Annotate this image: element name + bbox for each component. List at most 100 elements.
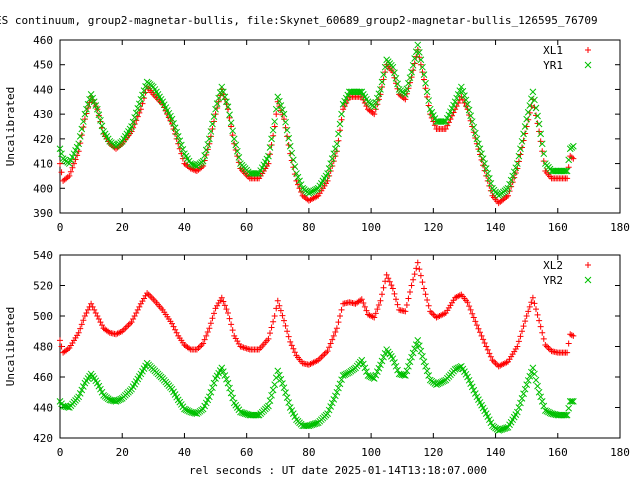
data-point bbox=[570, 332, 577, 339]
data-point bbox=[335, 130, 342, 138]
data-point bbox=[363, 103, 370, 110]
data-point bbox=[442, 125, 449, 132]
data-point bbox=[211, 118, 217, 125]
data-point bbox=[405, 79, 412, 87]
data-point bbox=[389, 355, 397, 363]
data-point bbox=[417, 272, 424, 279]
data-point bbox=[468, 383, 476, 391]
data-point bbox=[330, 332, 337, 339]
data-point bbox=[326, 344, 333, 351]
data-point bbox=[91, 100, 98, 107]
data-point bbox=[123, 323, 130, 330]
data-point bbox=[205, 393, 213, 401]
data-point bbox=[57, 337, 63, 344]
data-point bbox=[218, 294, 225, 301]
data-point bbox=[193, 346, 200, 353]
data-point bbox=[81, 116, 88, 123]
data-point bbox=[318, 354, 325, 361]
x-tick-label: 160 bbox=[548, 446, 568, 459]
data-point bbox=[525, 308, 532, 315]
data-point bbox=[534, 311, 541, 318]
data-point bbox=[528, 299, 535, 306]
data-point bbox=[242, 345, 249, 352]
data-point bbox=[331, 145, 339, 153]
data-point bbox=[466, 303, 473, 310]
data-point bbox=[457, 83, 465, 91]
data-point bbox=[539, 148, 546, 155]
y-tick-label: 390 bbox=[33, 207, 53, 220]
data-point bbox=[416, 266, 423, 273]
data-point bbox=[81, 110, 89, 118]
data-point bbox=[276, 302, 283, 309]
data-point bbox=[280, 384, 288, 392]
data-point bbox=[289, 156, 297, 164]
data-point bbox=[72, 147, 79, 154]
data-point bbox=[176, 137, 184, 145]
data-point bbox=[392, 74, 400, 82]
data-point bbox=[523, 381, 531, 388]
data-point bbox=[277, 102, 285, 109]
data-point bbox=[336, 120, 344, 128]
data-point bbox=[331, 392, 339, 400]
data-point bbox=[478, 332, 485, 339]
data-point bbox=[564, 175, 571, 182]
data-point bbox=[223, 306, 230, 313]
y-tick-label: 400 bbox=[33, 182, 53, 195]
data-point bbox=[69, 164, 76, 171]
data-point bbox=[517, 333, 524, 340]
y-tick-label: 420 bbox=[33, 133, 53, 146]
data-point bbox=[265, 402, 272, 410]
data-point bbox=[484, 346, 491, 353]
data-point bbox=[139, 100, 146, 107]
data-point bbox=[76, 390, 84, 397]
data-point bbox=[211, 310, 217, 317]
data-point bbox=[226, 315, 233, 322]
data-point bbox=[522, 318, 529, 325]
data-point bbox=[560, 167, 568, 175]
data-point bbox=[411, 55, 419, 62]
data-point bbox=[372, 106, 379, 113]
data-point bbox=[198, 341, 205, 348]
data-point bbox=[203, 332, 210, 339]
legend-label: YR2 bbox=[543, 274, 563, 287]
data-point bbox=[360, 300, 367, 307]
data-point bbox=[566, 398, 574, 405]
data-point bbox=[136, 109, 143, 116]
data-point bbox=[226, 111, 233, 119]
data-point bbox=[219, 368, 227, 376]
data-point bbox=[268, 324, 275, 331]
x-tick-label: 80 bbox=[302, 221, 315, 234]
data-point bbox=[205, 135, 213, 143]
data-point bbox=[275, 97, 283, 105]
data-point bbox=[504, 184, 512, 192]
data-point bbox=[451, 98, 459, 106]
data-point bbox=[370, 103, 378, 111]
data-point bbox=[473, 135, 481, 143]
data-point bbox=[469, 310, 476, 317]
data-point bbox=[116, 329, 123, 336]
data-point bbox=[542, 341, 549, 348]
data-point bbox=[471, 390, 479, 397]
data-point bbox=[363, 307, 370, 314]
data-point bbox=[526, 303, 533, 310]
plot-frame bbox=[59, 254, 621, 439]
data-point bbox=[232, 141, 240, 149]
data-point bbox=[265, 335, 272, 342]
data-point bbox=[382, 69, 389, 76]
data-point bbox=[470, 123, 478, 131]
data-point bbox=[568, 332, 575, 339]
data-point bbox=[467, 112, 475, 120]
data-point bbox=[419, 63, 426, 71]
data-point bbox=[202, 146, 210, 154]
data-point bbox=[459, 96, 466, 103]
data-point bbox=[84, 100, 92, 108]
data-point bbox=[271, 313, 278, 319]
data-point bbox=[560, 411, 568, 419]
data-point bbox=[285, 134, 293, 142]
data-point bbox=[381, 63, 389, 71]
data-point bbox=[405, 362, 412, 370]
legend-marker bbox=[585, 262, 591, 268]
y-tick-label: 430 bbox=[33, 108, 53, 121]
data-point bbox=[283, 394, 291, 401]
data-point bbox=[217, 92, 224, 99]
